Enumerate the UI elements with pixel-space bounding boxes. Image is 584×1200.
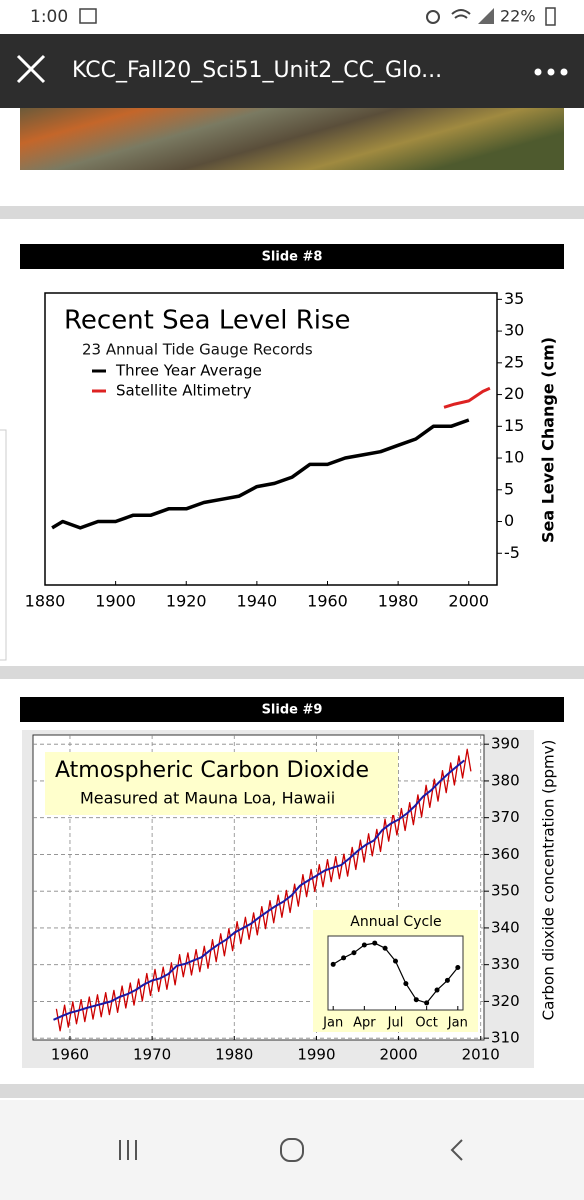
inset-plot	[327, 935, 464, 1011]
y-tick-label: 15	[504, 416, 524, 435]
line-series	[55, 748, 472, 1032]
line-series	[51, 418, 470, 530]
y-tick-label: 380	[491, 771, 520, 789]
battery-icon	[545, 7, 556, 26]
plot-frame	[44, 292, 498, 586]
y-tick-label: 10	[504, 448, 524, 467]
line-series	[53, 759, 465, 1021]
navigation-bar	[0, 1100, 584, 1200]
inset-title: Annual Cycle	[350, 914, 441, 930]
y-tick-label: 30	[504, 321, 524, 340]
slide-label: Slide #9	[262, 703, 323, 718]
chart-title: Recent Sea Level Rise	[64, 306, 351, 336]
y-tick-label: 35	[504, 289, 524, 308]
legend-label: Three Year Average	[115, 362, 262, 380]
y-axis-label: Sea Level Change (cm)	[539, 337, 558, 543]
app-header	[0, 34, 584, 108]
status-time: 1:00	[30, 7, 68, 27]
document-title: KCC_Fall20_Sci51_Unit2_CC_Glo...	[72, 58, 442, 83]
gallery-icon	[79, 8, 97, 24]
x-tick-label: Apr	[353, 1016, 376, 1031]
x-tick-label: 1980	[215, 1046, 253, 1064]
y-tick-label: 350	[491, 882, 520, 900]
x-tick-label: 1960	[307, 592, 348, 611]
y-tick-label: 330	[491, 955, 520, 973]
y-axis-label: Carbon dioxide concentration (ppmv)	[540, 740, 558, 1021]
chart-title: Atmospheric Carbon Dioxide	[55, 758, 369, 783]
x-tick-label: Jan	[447, 1016, 468, 1031]
separator	[0, 206, 584, 219]
y-tick-label: 310	[491, 1029, 520, 1047]
separator	[0, 1084, 584, 1098]
x-tick-label: Jan	[322, 1016, 343, 1031]
x-tick-label: 1920	[166, 592, 207, 611]
side-tab[interactable]	[0, 429, 7, 661]
x-tick-label: 1990	[297, 1046, 335, 1064]
slide-label: Slide #8	[262, 250, 323, 265]
x-tick-label: 2000	[448, 592, 489, 611]
home-button[interactable]	[280, 1138, 304, 1162]
x-tick-label: 1970	[133, 1046, 171, 1064]
y-tick-label: 360	[491, 845, 520, 863]
line-series	[443, 386, 491, 409]
y-tick-label: 390	[491, 735, 520, 753]
x-tick-label: 1980	[378, 592, 419, 611]
chart-subtitle: Measured at Mauna Loa, Hawaii	[80, 789, 335, 808]
x-tick-label: Oct	[415, 1016, 437, 1031]
line-series	[332, 942, 459, 1004]
separator	[0, 666, 584, 679]
back-button[interactable]	[450, 1139, 463, 1161]
recent-apps-button[interactable]	[119, 1140, 137, 1160]
y-tick-label: 25	[504, 352, 524, 371]
y-tick-label: 340	[491, 918, 520, 936]
slide-bar	[20, 697, 564, 722]
y-tick-label: -5	[504, 543, 520, 562]
x-tick-label: 1900	[95, 592, 136, 611]
x-tick-label: 1880	[25, 592, 66, 611]
x-tick-label: 2000	[379, 1046, 417, 1064]
chart-subtitle: 23 Annual Tide Gauge Records	[82, 341, 313, 359]
title-box	[45, 752, 398, 815]
alarm-icon	[426, 10, 440, 24]
battery-text: 22%	[500, 7, 536, 26]
slide-image	[20, 108, 564, 170]
x-tick-label: 2010	[462, 1046, 500, 1064]
y-tick-label: 370	[491, 808, 520, 826]
y-tick-label: 320	[491, 992, 520, 1010]
status-bar	[0, 0, 584, 34]
x-tick-label: Jul	[387, 1016, 404, 1031]
y-tick-label: 0	[504, 511, 514, 530]
more-menu[interactable]	[534, 68, 568, 76]
signal-icon	[478, 8, 494, 24]
y-tick-label: 5	[504, 479, 514, 498]
x-tick-label: 1940	[237, 592, 278, 611]
slide-bar	[20, 244, 564, 269]
close-button[interactable]	[16, 54, 46, 84]
legend-label: Satellite Altimetry	[116, 382, 252, 400]
y-tick-label: 20	[504, 384, 524, 403]
wifi-icon	[451, 9, 471, 19]
x-tick-label: 1960	[51, 1046, 89, 1064]
